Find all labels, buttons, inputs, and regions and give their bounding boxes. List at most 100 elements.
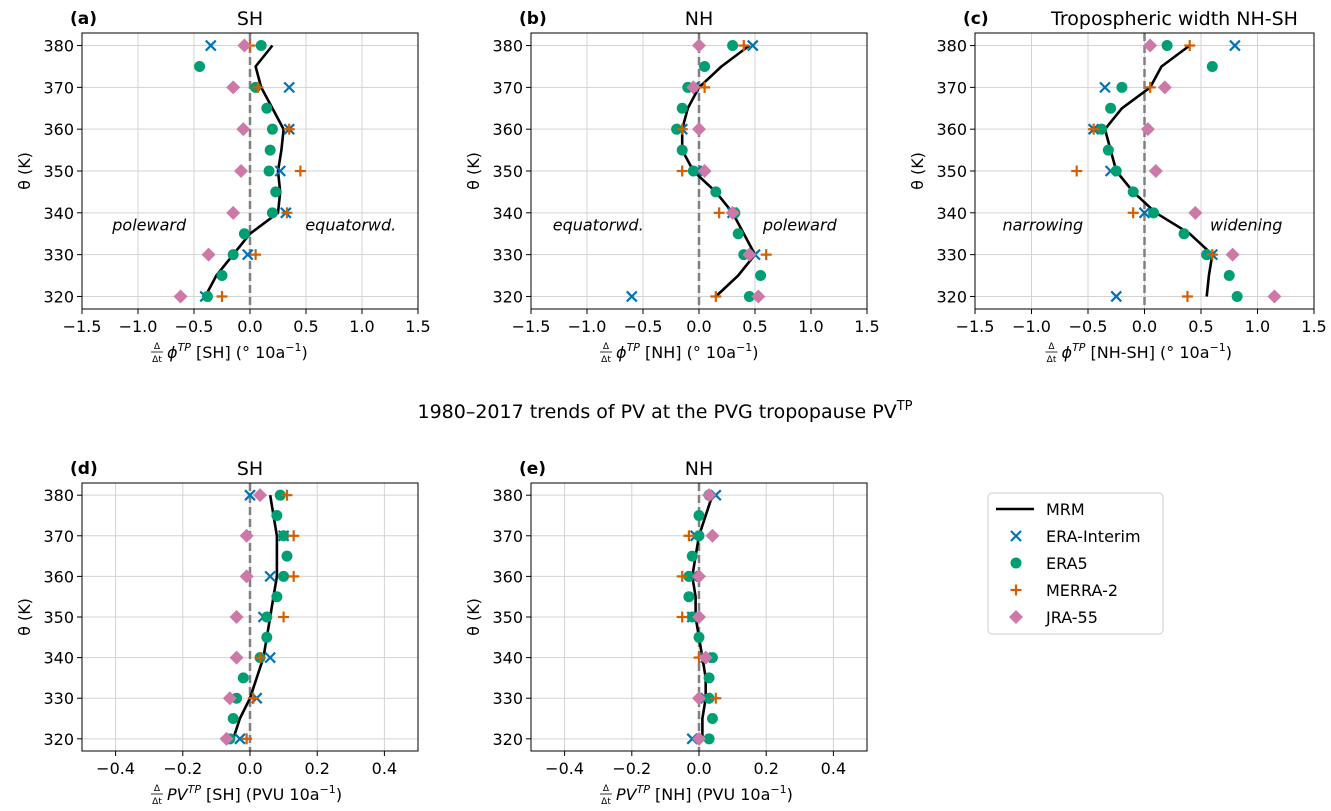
x-tick-label: 0.0 bbox=[686, 317, 711, 336]
marker-stroke bbox=[274, 165, 287, 177]
x-tick-label: 0.0 bbox=[1132, 317, 1157, 336]
point-merra-2 bbox=[252, 81, 264, 93]
point-merra-2 bbox=[676, 123, 688, 135]
point-era5 bbox=[264, 144, 276, 156]
point-merra-2 bbox=[278, 611, 290, 623]
point-era5 bbox=[686, 550, 698, 562]
legend-marker bbox=[1010, 557, 1022, 569]
y-tick-label: 380 bbox=[43, 37, 74, 56]
point-era5 bbox=[703, 733, 715, 745]
y-tick-label: 380 bbox=[492, 37, 523, 56]
x-tick-label: 0.4 bbox=[821, 759, 846, 778]
annotation-right: widening bbox=[1210, 215, 1282, 234]
y-tick-label: 320 bbox=[43, 730, 74, 749]
marker-stroke bbox=[205, 39, 217, 52]
x-tick-label: −1.0 bbox=[1012, 317, 1051, 336]
point-jra-55 bbox=[219, 731, 234, 746]
point-merra-2 bbox=[1088, 123, 1100, 135]
point-merra-2 bbox=[1127, 207, 1139, 219]
point-era5 bbox=[693, 509, 705, 521]
y-tick-label: 340 bbox=[492, 649, 523, 668]
panel-letter: (a) bbox=[70, 9, 97, 29]
y-tick-label: 360 bbox=[43, 567, 74, 586]
x-tick-label: −0.5 bbox=[624, 317, 663, 336]
legend-label: MERRA-2 bbox=[1046, 581, 1118, 600]
point-era5 bbox=[261, 631, 273, 643]
panel-title: SH bbox=[237, 458, 263, 480]
point-era-interim bbox=[746, 39, 759, 52]
x-tick-label: 0.5 bbox=[1188, 317, 1213, 336]
marker-stroke bbox=[241, 248, 254, 261]
y-tick-label: 330 bbox=[492, 246, 523, 265]
point-merra-2 bbox=[738, 40, 750, 52]
panel-b: equatorwd. poleward −1.5 −1.0 −0.5 0.0 0.5 1.0 1… bbox=[464, 8, 880, 365]
point-era5 bbox=[255, 40, 267, 52]
xlabel-text: PVTP [NH] (PVU 10a−1) bbox=[616, 783, 793, 804]
xlabel-text: ϕTP [NH-SH] (° 10a−1) bbox=[1062, 341, 1233, 362]
series-jra-55 bbox=[219, 488, 268, 746]
x-tick-label: −1.5 bbox=[956, 317, 995, 336]
annotation-right: poleward bbox=[762, 215, 838, 234]
point-merra-2 bbox=[254, 652, 266, 664]
point-era5 bbox=[727, 40, 739, 52]
y-tick-label: 350 bbox=[43, 608, 74, 627]
legend-label: JRA-55 bbox=[1045, 608, 1098, 627]
point-jra-55 bbox=[692, 569, 706, 584]
point-era5 bbox=[693, 631, 705, 643]
point-era5 bbox=[194, 60, 206, 72]
point-era5 bbox=[687, 165, 699, 177]
point-era5 bbox=[676, 102, 688, 114]
panel-letter: (c) bbox=[963, 9, 989, 29]
marker-stroke bbox=[234, 733, 246, 745]
point-era5 bbox=[261, 611, 273, 623]
xlabel-frac-num: Δ bbox=[603, 342, 610, 352]
point-era5 bbox=[270, 186, 282, 198]
point-era5 bbox=[266, 123, 278, 135]
x-tick-label: 1.5 bbox=[854, 317, 879, 336]
xlabel-frac-num: Δ bbox=[603, 784, 610, 794]
point-era5 bbox=[271, 509, 283, 521]
panel-letter: (e) bbox=[519, 459, 546, 479]
point-merra-2 bbox=[1181, 290, 1193, 302]
legend-marker bbox=[1009, 610, 1023, 624]
y-axis-label: θ (K) bbox=[15, 152, 34, 190]
y-tick-label: 330 bbox=[936, 246, 967, 265]
y-tick-label: 370 bbox=[43, 527, 74, 546]
point-merra-2 bbox=[247, 692, 259, 704]
x-tick-label: −0.2 bbox=[612, 759, 651, 778]
xlabel-frac-den: Δt bbox=[1047, 355, 1057, 365]
point-jra-55 bbox=[692, 122, 706, 137]
y-axis-label: θ (K) bbox=[15, 598, 34, 636]
point-era5 bbox=[1201, 249, 1213, 261]
legend-label: MRM bbox=[1046, 500, 1085, 519]
point-jra-55 bbox=[226, 205, 241, 220]
point-era5 bbox=[683, 591, 695, 603]
point-era-interim bbox=[244, 489, 256, 501]
point-merra-2 bbox=[241, 733, 253, 745]
point-jra-55 bbox=[702, 488, 717, 503]
point-era5 bbox=[227, 713, 239, 725]
point-era5 bbox=[1178, 228, 1190, 240]
point-era-interim bbox=[264, 570, 276, 583]
xlabel-text: ϕTP [SH] (° 10a−1) bbox=[167, 341, 308, 362]
point-era5 bbox=[743, 290, 755, 302]
point-era5 bbox=[271, 591, 283, 603]
legend-entry-mrm: MRM bbox=[996, 500, 1085, 519]
y-tick-label: 370 bbox=[492, 527, 523, 546]
x-tick-label: 0.0 bbox=[237, 759, 262, 778]
point-era5 bbox=[238, 228, 250, 240]
point-jra-55 bbox=[234, 164, 249, 178]
point-jra-55 bbox=[1267, 289, 1282, 304]
point-jra-55 bbox=[1157, 80, 1172, 95]
x-tick-label: −1.5 bbox=[512, 317, 551, 336]
y-tick-label: 350 bbox=[43, 162, 74, 181]
point-merra-2 bbox=[281, 207, 293, 219]
point-era5 bbox=[274, 489, 286, 501]
y-tick-label: 340 bbox=[43, 649, 74, 668]
marker-stroke bbox=[1110, 290, 1123, 303]
x-axis-label: Δ Δt ϕTP [NH] (° 10a−1) bbox=[600, 341, 759, 365]
series-era5 bbox=[1096, 40, 1243, 302]
x-tick-label: 1.0 bbox=[1245, 317, 1270, 336]
xlabel-frac-num: Δ bbox=[154, 342, 161, 352]
y-tick-label: 370 bbox=[936, 78, 967, 97]
